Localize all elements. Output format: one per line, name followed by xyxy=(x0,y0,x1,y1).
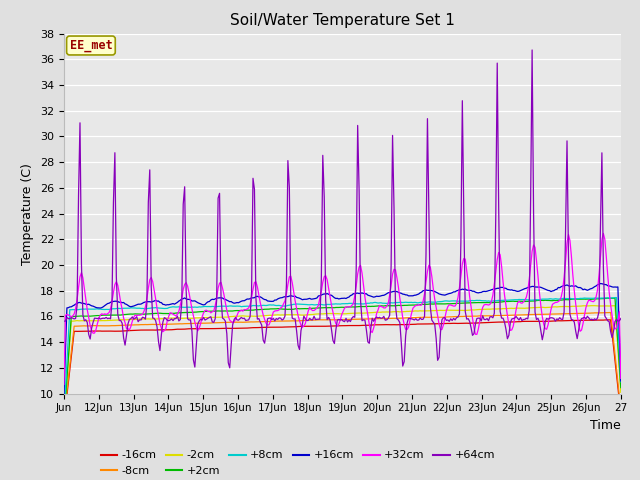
Y-axis label: Temperature (C): Temperature (C) xyxy=(22,163,35,264)
Text: EE_met: EE_met xyxy=(70,39,112,52)
Legend: -16cm, -8cm, -2cm, +2cm, +8cm, +16cm, +32cm, +64cm: -16cm, -8cm, -2cm, +2cm, +8cm, +16cm, +3… xyxy=(96,446,500,480)
Title: Soil/Water Temperature Set 1: Soil/Water Temperature Set 1 xyxy=(230,13,455,28)
X-axis label: Time: Time xyxy=(590,419,621,432)
